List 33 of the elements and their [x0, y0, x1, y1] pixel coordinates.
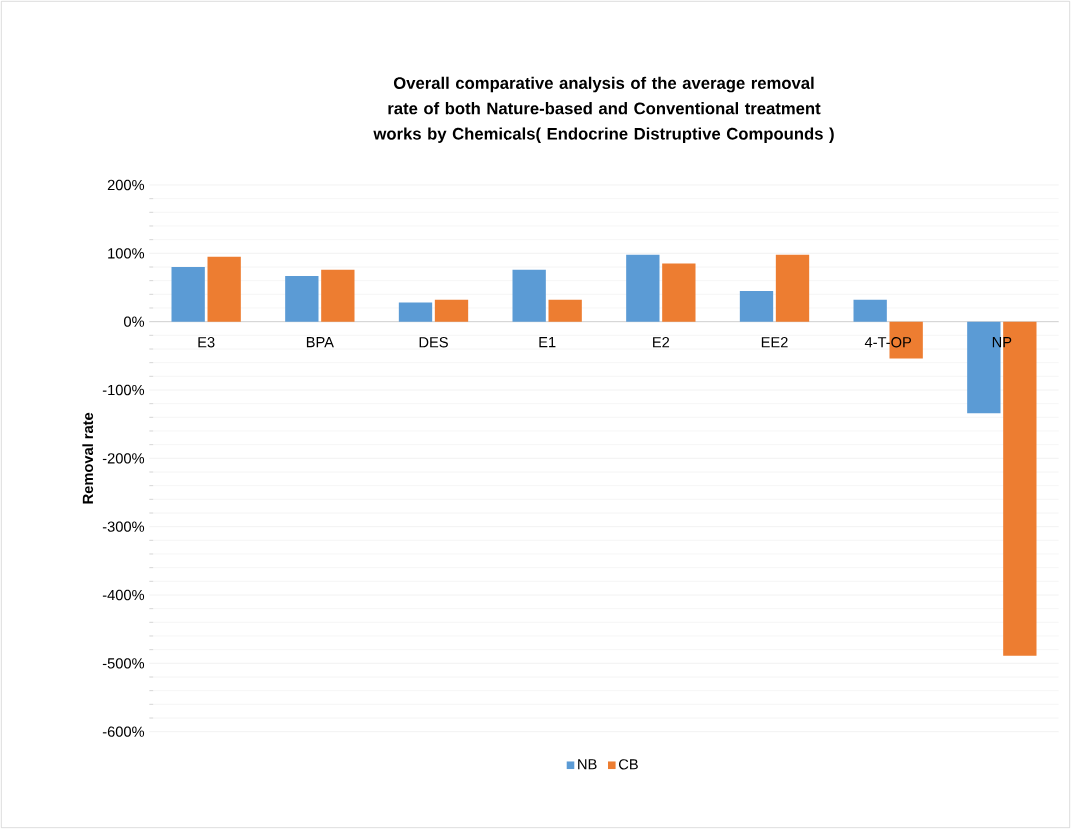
bar	[285, 275, 319, 322]
y-tick-label: 0%	[123, 316, 145, 327]
y-tick-label: -100%	[102, 384, 145, 396]
x-tick-label: E1	[539, 337, 556, 348]
bar	[171, 267, 205, 322]
bar	[775, 254, 810, 322]
x-tick-label: E2	[653, 337, 670, 348]
bar	[434, 299, 469, 322]
legend-label: CB	[619, 759, 638, 770]
y-tick-label: -400%	[102, 589, 145, 601]
bar	[662, 263, 696, 322]
y-tick-label: 100%	[108, 248, 145, 259]
x-tick-label: NP	[992, 337, 1012, 348]
y-tick-label: -300%	[102, 521, 145, 532]
bar	[398, 302, 433, 322]
chart-title: Overall comparative analysis of the average removal rate of both Nature-based and Conventional treatment works by Chemicals( Endocrine Distruptive Compounds )	[373, 76, 834, 143]
y-tick-label: -600%	[102, 726, 145, 737]
y-tick-label: 200%	[107, 179, 145, 191]
bar	[321, 269, 355, 322]
bar	[548, 299, 582, 322]
bar	[853, 299, 887, 322]
x-tick-label: DES	[419, 337, 448, 348]
y-tick-label: -500%	[102, 658, 145, 669]
bar	[739, 290, 774, 322]
bar	[207, 256, 241, 322]
x-tick-label: BPA	[306, 337, 334, 348]
x-tick-label: EE2	[761, 337, 788, 348]
y-axis-title: Removal rate	[82, 412, 94, 504]
bar	[512, 269, 546, 322]
bar	[626, 254, 660, 322]
legend-label: NB	[578, 759, 597, 770]
x-tick-label: E3	[198, 337, 215, 348]
y-tick-label: -200%	[102, 453, 145, 464]
